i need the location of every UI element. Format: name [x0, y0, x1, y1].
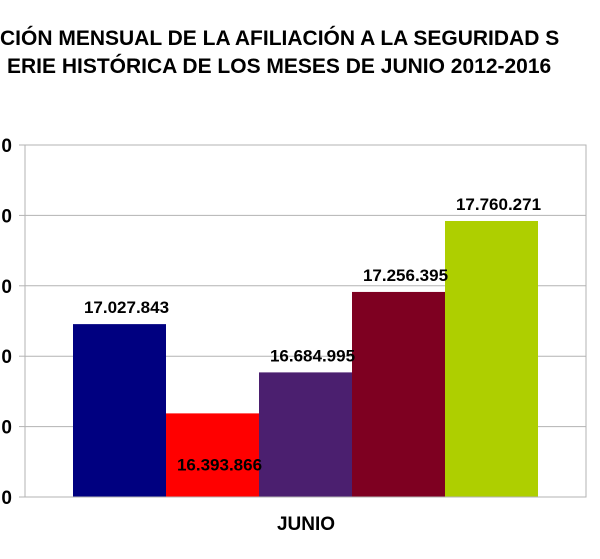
category-label: JUNIO [277, 514, 335, 535]
data-label-1: 17.027.843 [84, 298, 169, 317]
chart-title-line-2: ERIE HISTÓRICA DE LOS MESES DE JUNIO 201… [7, 54, 551, 78]
y-tick-label: 0 [1, 488, 12, 509]
data-label-2: 16.393.866 [177, 455, 262, 474]
bar-4 [352, 291, 445, 497]
y-tick-label: 0 [1, 347, 12, 368]
bars [73, 220, 538, 498]
data-label-5: 17.760.271 [456, 195, 541, 214]
chart-title-line-1: CIÓN MENSUAL DE LA AFILIACIÓN A LA SEGUR… [0, 26, 559, 50]
bar-3 [259, 372, 352, 497]
bar-1 [73, 324, 166, 497]
y-tick-label: 0 [1, 206, 12, 227]
bar-5 [445, 220, 538, 498]
data-label-4: 17.256.395 [363, 266, 448, 285]
plot-area-frame [24, 144, 587, 498]
data-label-3: 16.684.995 [270, 346, 355, 365]
bar-2 [166, 413, 259, 497]
data-labels: 17.027.843 16.393.866 16.684.995 17.256.395… [84, 195, 541, 474]
y-tick-label: 0 [1, 136, 12, 157]
y-tick-label: 0 [1, 418, 12, 439]
y-axis-tick-labels: 0 0 0 0 0 0 [1, 136, 12, 509]
y-tick-label: 0 [1, 277, 12, 298]
